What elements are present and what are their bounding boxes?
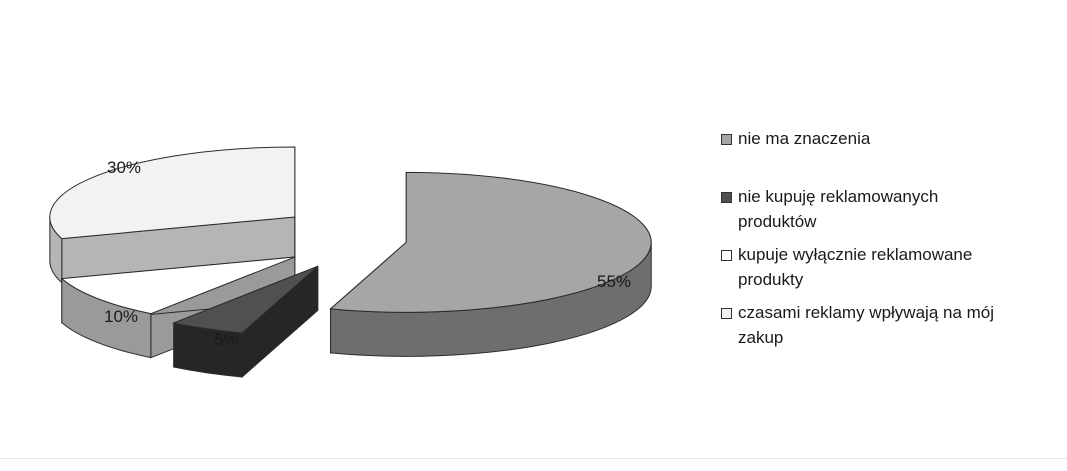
legend-label: czasami reklamy wpływają na mój zakup [738,303,995,347]
legend-swatch [721,250,732,261]
pct-label-slice-0: 55% [597,272,632,291]
legend-label: nie ma znaczenia [738,129,871,148]
slice-top-3 [49,146,296,240]
legend-item: nie kupuję reklamowanych produktów [721,184,1021,234]
legend-item: nie ma znaczenia [721,126,1061,151]
pie-slice-3 [49,146,296,284]
legend-swatch [721,134,732,145]
legend-item: kupuje wyłącznie reklamowane produkty [721,242,1031,292]
pct-label-slice-2: 10% [104,307,139,326]
chart-legend: nie ma znaczenia nie kupuję reklamowanyc… [721,126,1061,350]
slice-top-1 [172,265,319,334]
legend-swatch [721,308,732,319]
legend-swatch [721,192,732,203]
legend-item: czasami reklamy wpływają na mój zakup [721,300,1041,350]
legend-label: kupuje wyłącznie reklamowane produkty [738,245,973,289]
legend-label: nie kupuję reklamowanych produktów [738,187,939,231]
pct-label-slice-3: 30% [107,158,142,177]
pie-slice-0 [329,171,652,357]
slice-top-0 [329,171,652,313]
slice-top-2 [60,256,296,315]
divider [0,458,1067,459]
pct-label-slice-1: 5% [214,330,239,349]
pie-slice-1 [172,265,319,379]
